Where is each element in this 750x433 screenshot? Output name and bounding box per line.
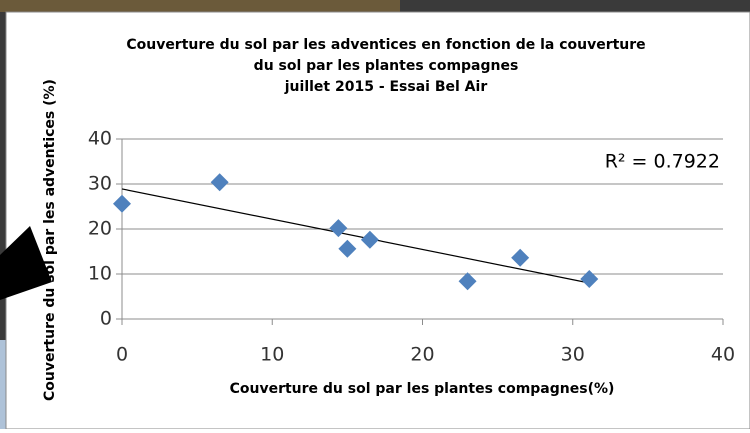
y-tick-label: 0: [100, 308, 112, 330]
y-tick-label: 10: [88, 263, 112, 285]
r-squared: R² = 0.7922: [605, 151, 720, 173]
screenshot: Couverture du sol par les adventices en …: [0, 0, 750, 429]
y-tick-label: 30: [88, 173, 112, 195]
x-tick-label: 40: [711, 344, 735, 366]
x-axis-label: Couverture du sol par les plantes compag…: [230, 381, 615, 397]
y-axis-label: Couverture du sol par les adventices (%): [42, 79, 58, 401]
y-tick-label: 20: [88, 218, 112, 240]
x-tick-label: 20: [410, 344, 434, 366]
y-tick-label: 40: [88, 128, 112, 150]
x-tick-label: 0: [116, 344, 128, 366]
x-tick-label: 10: [260, 344, 284, 366]
chart-title: juillet 2015 - Essai Bel Air: [284, 79, 488, 95]
chart-area: [6, 12, 750, 429]
x-tick-label: 30: [561, 344, 585, 366]
photo-strip: [0, 0, 400, 12]
chart-title: du sol par les plantes compagnes: [254, 58, 519, 74]
chart-title: Couverture du sol par les adventices en …: [126, 37, 645, 53]
